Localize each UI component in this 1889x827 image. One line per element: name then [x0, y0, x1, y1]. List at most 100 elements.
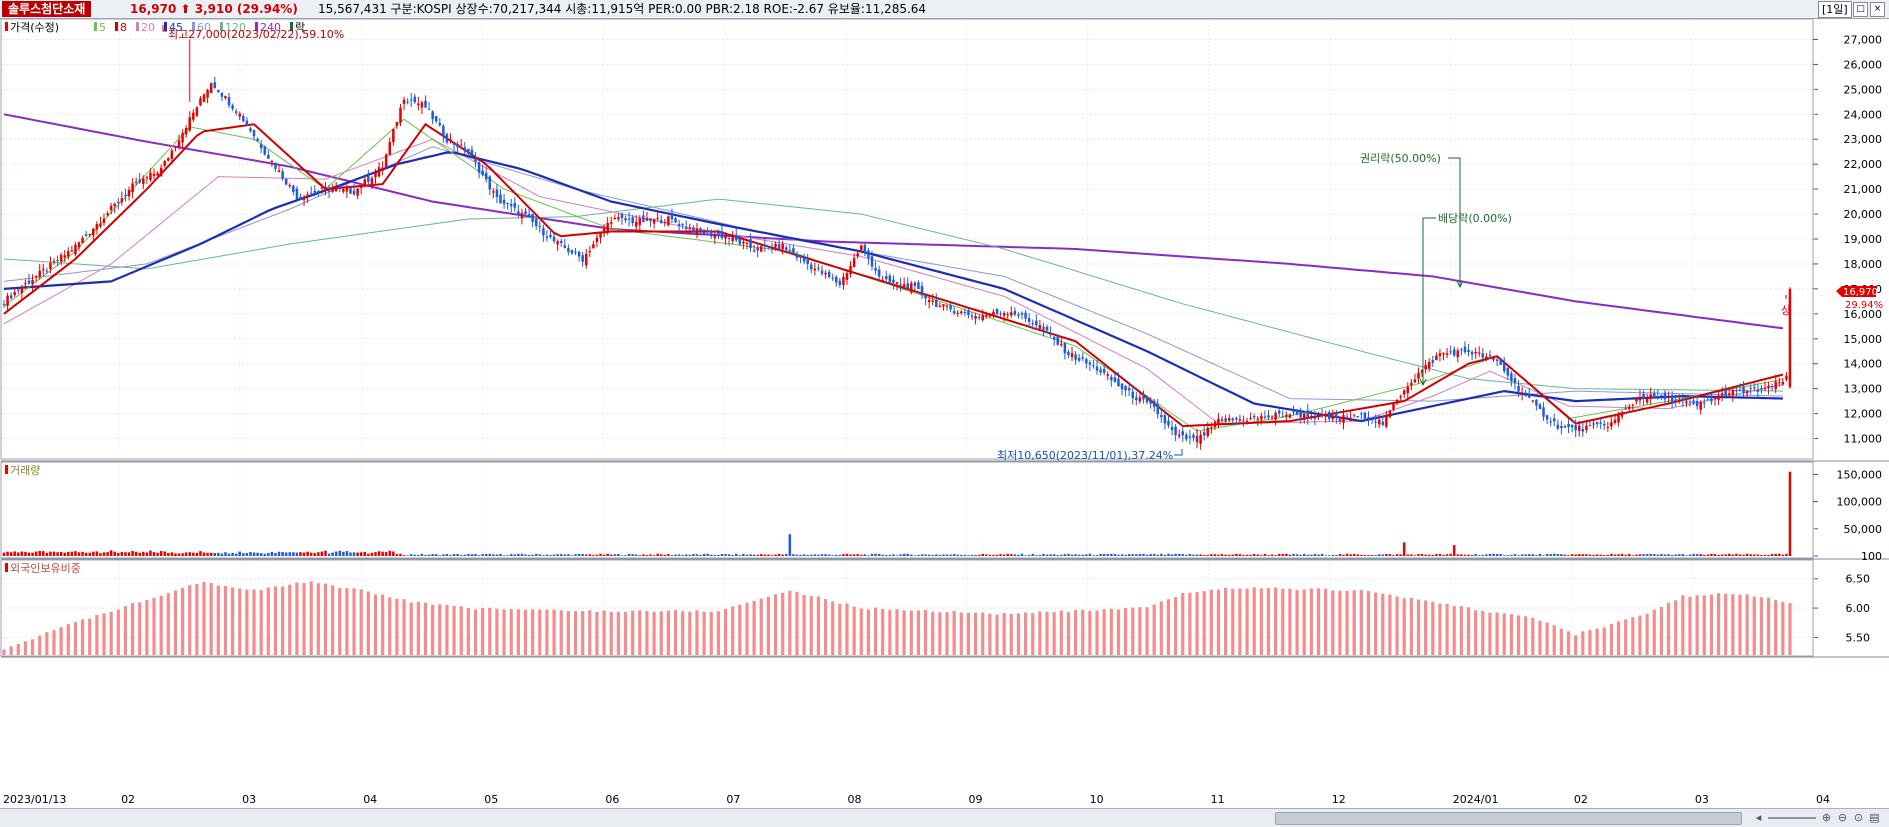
volume-bar: [452, 554, 456, 556]
scroll-left-icon[interactable]: ◂: [1755, 811, 1762, 824]
candle-body: [1606, 426, 1610, 428]
foreign-bar: [1202, 591, 1206, 655]
settings-icon[interactable]: ▤: [1869, 811, 1880, 824]
candle-body: [1206, 427, 1210, 436]
candle-body: [1049, 333, 1052, 336]
candle-body: [449, 139, 452, 141]
foreign-legend: 외국인보유비중: [5, 562, 81, 575]
chart-scrollbar[interactable]: ◂ ⊕ ⊖ ⊙ ▤: [0, 808, 1889, 827]
candle-body: [1645, 398, 1649, 403]
candle-body: [1260, 415, 1263, 420]
candle-body: [92, 228, 95, 236]
price-tick-label: 27,000: [1844, 33, 1883, 46]
zoom-slider[interactable]: [1768, 817, 1816, 819]
candle-body: [177, 140, 181, 147]
price-change: 16,970 ⬆ 3,910 (29.94%): [130, 2, 298, 16]
volume-bar: [1035, 555, 1038, 556]
candle-body: [1099, 369, 1102, 373]
volume-bar: [1263, 554, 1267, 556]
volume-bar: [877, 553, 881, 556]
foreign-bar: [1352, 590, 1356, 655]
foreign-bar: [531, 609, 535, 655]
volume-panel[interactable]: [0, 461, 1814, 559]
price-tick-label: 14,000: [1844, 358, 1883, 371]
candle-body: [1020, 313, 1024, 315]
volume-bar: [1527, 554, 1531, 556]
foreign-bar: [1509, 614, 1513, 655]
candle-body: [167, 158, 170, 161]
volume-bar: [1728, 553, 1731, 556]
candle-body: [277, 170, 281, 172]
volume-bar: [292, 552, 295, 556]
candle-body: [570, 250, 574, 254]
foreign-bar: [1095, 610, 1099, 655]
volume-bar: [827, 554, 831, 556]
foreign-bar: [1359, 589, 1363, 655]
candle-body: [1749, 387, 1752, 389]
zoom-in-icon[interactable]: ⊕: [1821, 811, 1832, 824]
period-selector[interactable]: [1일]: [1818, 1, 1852, 18]
volume-bar: [70, 551, 74, 556]
candle-body: [1227, 418, 1231, 421]
volume-bar: [1524, 554, 1527, 556]
volume-bar: [1102, 553, 1106, 556]
candle-body: [1160, 414, 1163, 418]
close-icon[interactable]: ×: [1870, 2, 1885, 17]
volume-bar: [509, 554, 513, 556]
volume-bar: [1427, 554, 1431, 556]
foreign-bar: [202, 582, 206, 655]
candle-body: [1327, 412, 1331, 419]
candle-body: [845, 273, 849, 280]
volume-tick-label: 150,000: [1837, 468, 1883, 481]
candle-body: [438, 123, 442, 126]
volume-bar: [149, 550, 152, 556]
scroll-thumb[interactable]: [1275, 812, 1742, 825]
candle-body: [424, 100, 427, 108]
candle-body: [274, 162, 277, 169]
candle-body: [459, 144, 463, 146]
volume-bar: [227, 553, 231, 556]
foreign-bar: [359, 589, 363, 655]
foreign-bar: [1552, 625, 1556, 655]
stock-name[interactable]: 솔루스첨단소재: [2, 1, 92, 17]
candle-body: [935, 299, 938, 307]
foreign-bar: [1138, 607, 1142, 655]
candle-body: [124, 195, 127, 197]
foreign-bar: [1231, 588, 1235, 655]
zoom-out-icon[interactable]: ⊖: [1837, 811, 1848, 824]
foreign-bar: [545, 609, 549, 655]
volume-bar: [867, 555, 870, 556]
zoom-reset-icon[interactable]: ⊙: [1853, 811, 1864, 824]
foreign-bar: [631, 610, 635, 655]
volume-bar: [1349, 554, 1352, 556]
candle-body: [1570, 424, 1574, 428]
foreign-bar: [1624, 619, 1628, 655]
volume-bar: [1095, 555, 1099, 556]
candle-body: [1535, 399, 1538, 406]
candle-body: [517, 211, 520, 215]
volume-bar: [1535, 554, 1538, 556]
candle-body: [1120, 383, 1124, 390]
volume-bar: [602, 554, 606, 556]
foreign-bar: [1659, 606, 1664, 655]
stock-chart[interactable]: 11,00012,00013,00014,00015,00016,00017,0…: [0, 19, 1889, 808]
candle-body: [1299, 411, 1302, 418]
volume-bar: [1631, 555, 1635, 556]
candle-body: [17, 289, 20, 291]
candle-body: [938, 305, 942, 307]
candle-body: [581, 255, 584, 262]
volume-bar: [1088, 553, 1092, 556]
volume-bar: [1674, 554, 1677, 556]
candle-body: [463, 147, 467, 152]
foreign-bar: [445, 604, 449, 655]
volume-bar: [152, 552, 156, 556]
candle-body: [1095, 366, 1099, 371]
candle-body: [852, 258, 856, 267]
volume-bar: [549, 555, 552, 556]
volume-bar: [699, 554, 702, 556]
foreign-bar: [1581, 631, 1585, 655]
volume-bar: [999, 554, 1002, 556]
maximize-icon[interactable]: □: [1853, 2, 1868, 17]
candle-body: [963, 311, 967, 313]
volume-bar: [1020, 553, 1024, 556]
